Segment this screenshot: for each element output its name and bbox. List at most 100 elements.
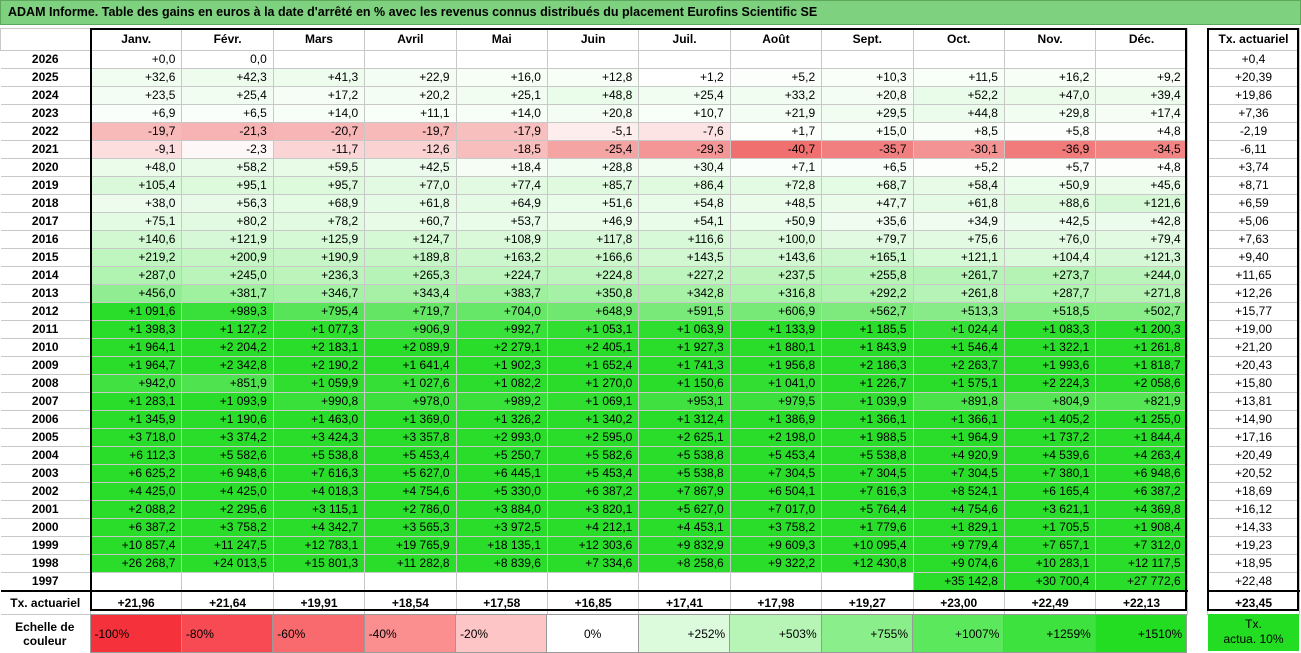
year-label: 2004 [0, 446, 91, 465]
data-cell: +1 546,4 [912, 338, 1005, 357]
side-row: -6,11 [1207, 140, 1300, 159]
data-cell: -19,7 [364, 122, 457, 141]
data-cell: +3 972,5 [455, 518, 548, 537]
side-row: +6,59 [1207, 194, 1300, 213]
data-cell: +4 920,9 [912, 446, 1005, 465]
data-cell: +75,6 [912, 230, 1005, 249]
data-cell: +50,9 [1003, 176, 1097, 195]
data-cell: +15,0 [821, 122, 914, 141]
table-row: 2000 +6 387,2 +3 758,2 +4 342,7 +3 565,3 +3 9… [0, 518, 1188, 537]
data-cell [638, 572, 731, 592]
data-cell: +6 387,2 [546, 482, 640, 501]
data-cell: +236,3 [272, 266, 366, 285]
data-cell: +7 312,0 [1095, 536, 1188, 555]
data-cell: +35,6 [821, 212, 914, 231]
data-cell: +1 041,0 [729, 374, 823, 393]
data-cell: +6 625,2 [89, 464, 183, 483]
data-cell: +85,7 [546, 176, 640, 195]
footer-cell: +17,98 [729, 590, 823, 615]
data-cell: +10,7 [638, 104, 731, 123]
data-cell: +12 430,8 [821, 554, 914, 573]
scale-swatch: -40% [363, 614, 457, 653]
data-cell: +2 224,3 [1003, 374, 1097, 393]
data-cell: +7 334,6 [546, 554, 640, 573]
side-row: -2,19 [1207, 122, 1300, 141]
data-cell: +78,2 [272, 212, 366, 231]
data-cell: +64,9 [455, 194, 548, 213]
data-cell: +125,9 [272, 230, 366, 249]
data-cell: +287,0 [89, 266, 183, 285]
data-cell: +7 304,5 [821, 464, 914, 483]
data-cell: +1 082,2 [455, 374, 548, 393]
data-cell: +5 538,8 [638, 446, 731, 465]
data-cell: +1 993,6 [1003, 356, 1097, 375]
table-row: 2024 +23,5 +25,4 +17,2 +20,2 +25,1 +48,8 +25,4 +… [0, 86, 1188, 105]
data-cell: +1 366,1 [912, 410, 1005, 429]
data-cell: +6,9 [89, 104, 183, 123]
data-cell: +17,2 [272, 86, 366, 105]
data-cell: +346,7 [272, 284, 366, 303]
table-row: 2001 +2 088,2 +2 295,6 +3 115,1 +2 786,0 +3 8… [0, 500, 1188, 519]
data-cell: +719,7 [364, 302, 457, 321]
year-label: 2014 [0, 266, 91, 285]
data-cell: +39,4 [1095, 86, 1188, 105]
footer-cell: +19,91 [272, 590, 366, 615]
data-cell: +2 595,0 [546, 428, 640, 447]
data-cell: +10 857,4 [89, 536, 183, 555]
column-header: Nov. [1003, 28, 1097, 51]
data-cell: +80,2 [181, 212, 274, 231]
data-cell: +3 424,3 [272, 428, 366, 447]
data-cell: +68,9 [272, 194, 366, 213]
data-cell: +1 964,7 [89, 356, 183, 375]
column-header: Juin [546, 28, 640, 51]
data-cell: +343,4 [364, 284, 457, 303]
data-cell: +2 405,1 [546, 338, 640, 357]
data-cell: +4 754,6 [364, 482, 457, 501]
footer-cell: +21,64 [181, 590, 274, 615]
data-cell [272, 572, 366, 592]
data-cell: +2 204,2 [181, 338, 274, 357]
data-cell: +117,8 [546, 230, 640, 249]
tx-legend-line1: Tx. [1245, 617, 1262, 631]
column-header: Avril [364, 28, 457, 51]
data-cell: +704,0 [455, 302, 548, 321]
year-label: 2008 [0, 374, 91, 393]
year-label: 2010 [0, 338, 91, 357]
data-cell: +5,2 [912, 158, 1005, 177]
data-cell: +1 366,1 [821, 410, 914, 429]
year-label: 2026 [0, 50, 91, 69]
data-cell: +1 737,2 [1003, 428, 1097, 447]
year-label: 2012 [0, 302, 91, 321]
tx-cell: +22,48 [1207, 572, 1300, 592]
data-cell: +48,0 [89, 158, 183, 177]
data-cell: +5 627,0 [364, 464, 457, 483]
data-cell: +121,9 [181, 230, 274, 249]
side-row: +21,20 [1207, 338, 1300, 357]
data-cell: +88,6 [1003, 194, 1097, 213]
side-row: +5,06 [1207, 212, 1300, 231]
data-cell: +255,8 [821, 266, 914, 285]
data-cell: -29,3 [638, 140, 731, 159]
table-row: 2006 +1 345,9 +1 190,6 +1 463,0 +1 369,0 +1 3… [0, 410, 1188, 429]
table-row: 2004 +6 112,3 +5 582,6 +5 538,8 +5 453,4 +5 2… [0, 446, 1188, 465]
column-header: Févr. [181, 28, 274, 51]
data-cell: +5 453,4 [729, 446, 823, 465]
data-cell [821, 572, 914, 592]
data-cell: +6 948,6 [1095, 464, 1188, 483]
footer-cell: +19,27 [821, 590, 914, 615]
data-cell: +61,8 [912, 194, 1005, 213]
data-cell: +1 463,0 [272, 410, 366, 429]
data-cell: +24 013,5 [181, 554, 274, 573]
tx-cell: +14,33 [1207, 518, 1300, 537]
tx-cell: +14,90 [1207, 410, 1300, 429]
data-cell: +116,6 [638, 230, 731, 249]
data-cell: +5 764,4 [821, 500, 914, 519]
table-row: 2003 +6 625,2 +6 948,6 +7 616,3 +5 627,0 +6 4… [0, 464, 1188, 483]
data-cell: +7 304,5 [729, 464, 823, 483]
data-cell: +287,7 [1003, 284, 1097, 303]
data-cell: +1 386,9 [729, 410, 823, 429]
data-cell: +942,0 [89, 374, 183, 393]
side-row: +8,71 [1207, 176, 1300, 195]
table-row: 2021 -9,1 -2,3 -11,7 -12,6 -18,5 -25,4 -29,3 -40… [0, 140, 1188, 159]
data-cell: +4 369,8 [1095, 500, 1188, 519]
